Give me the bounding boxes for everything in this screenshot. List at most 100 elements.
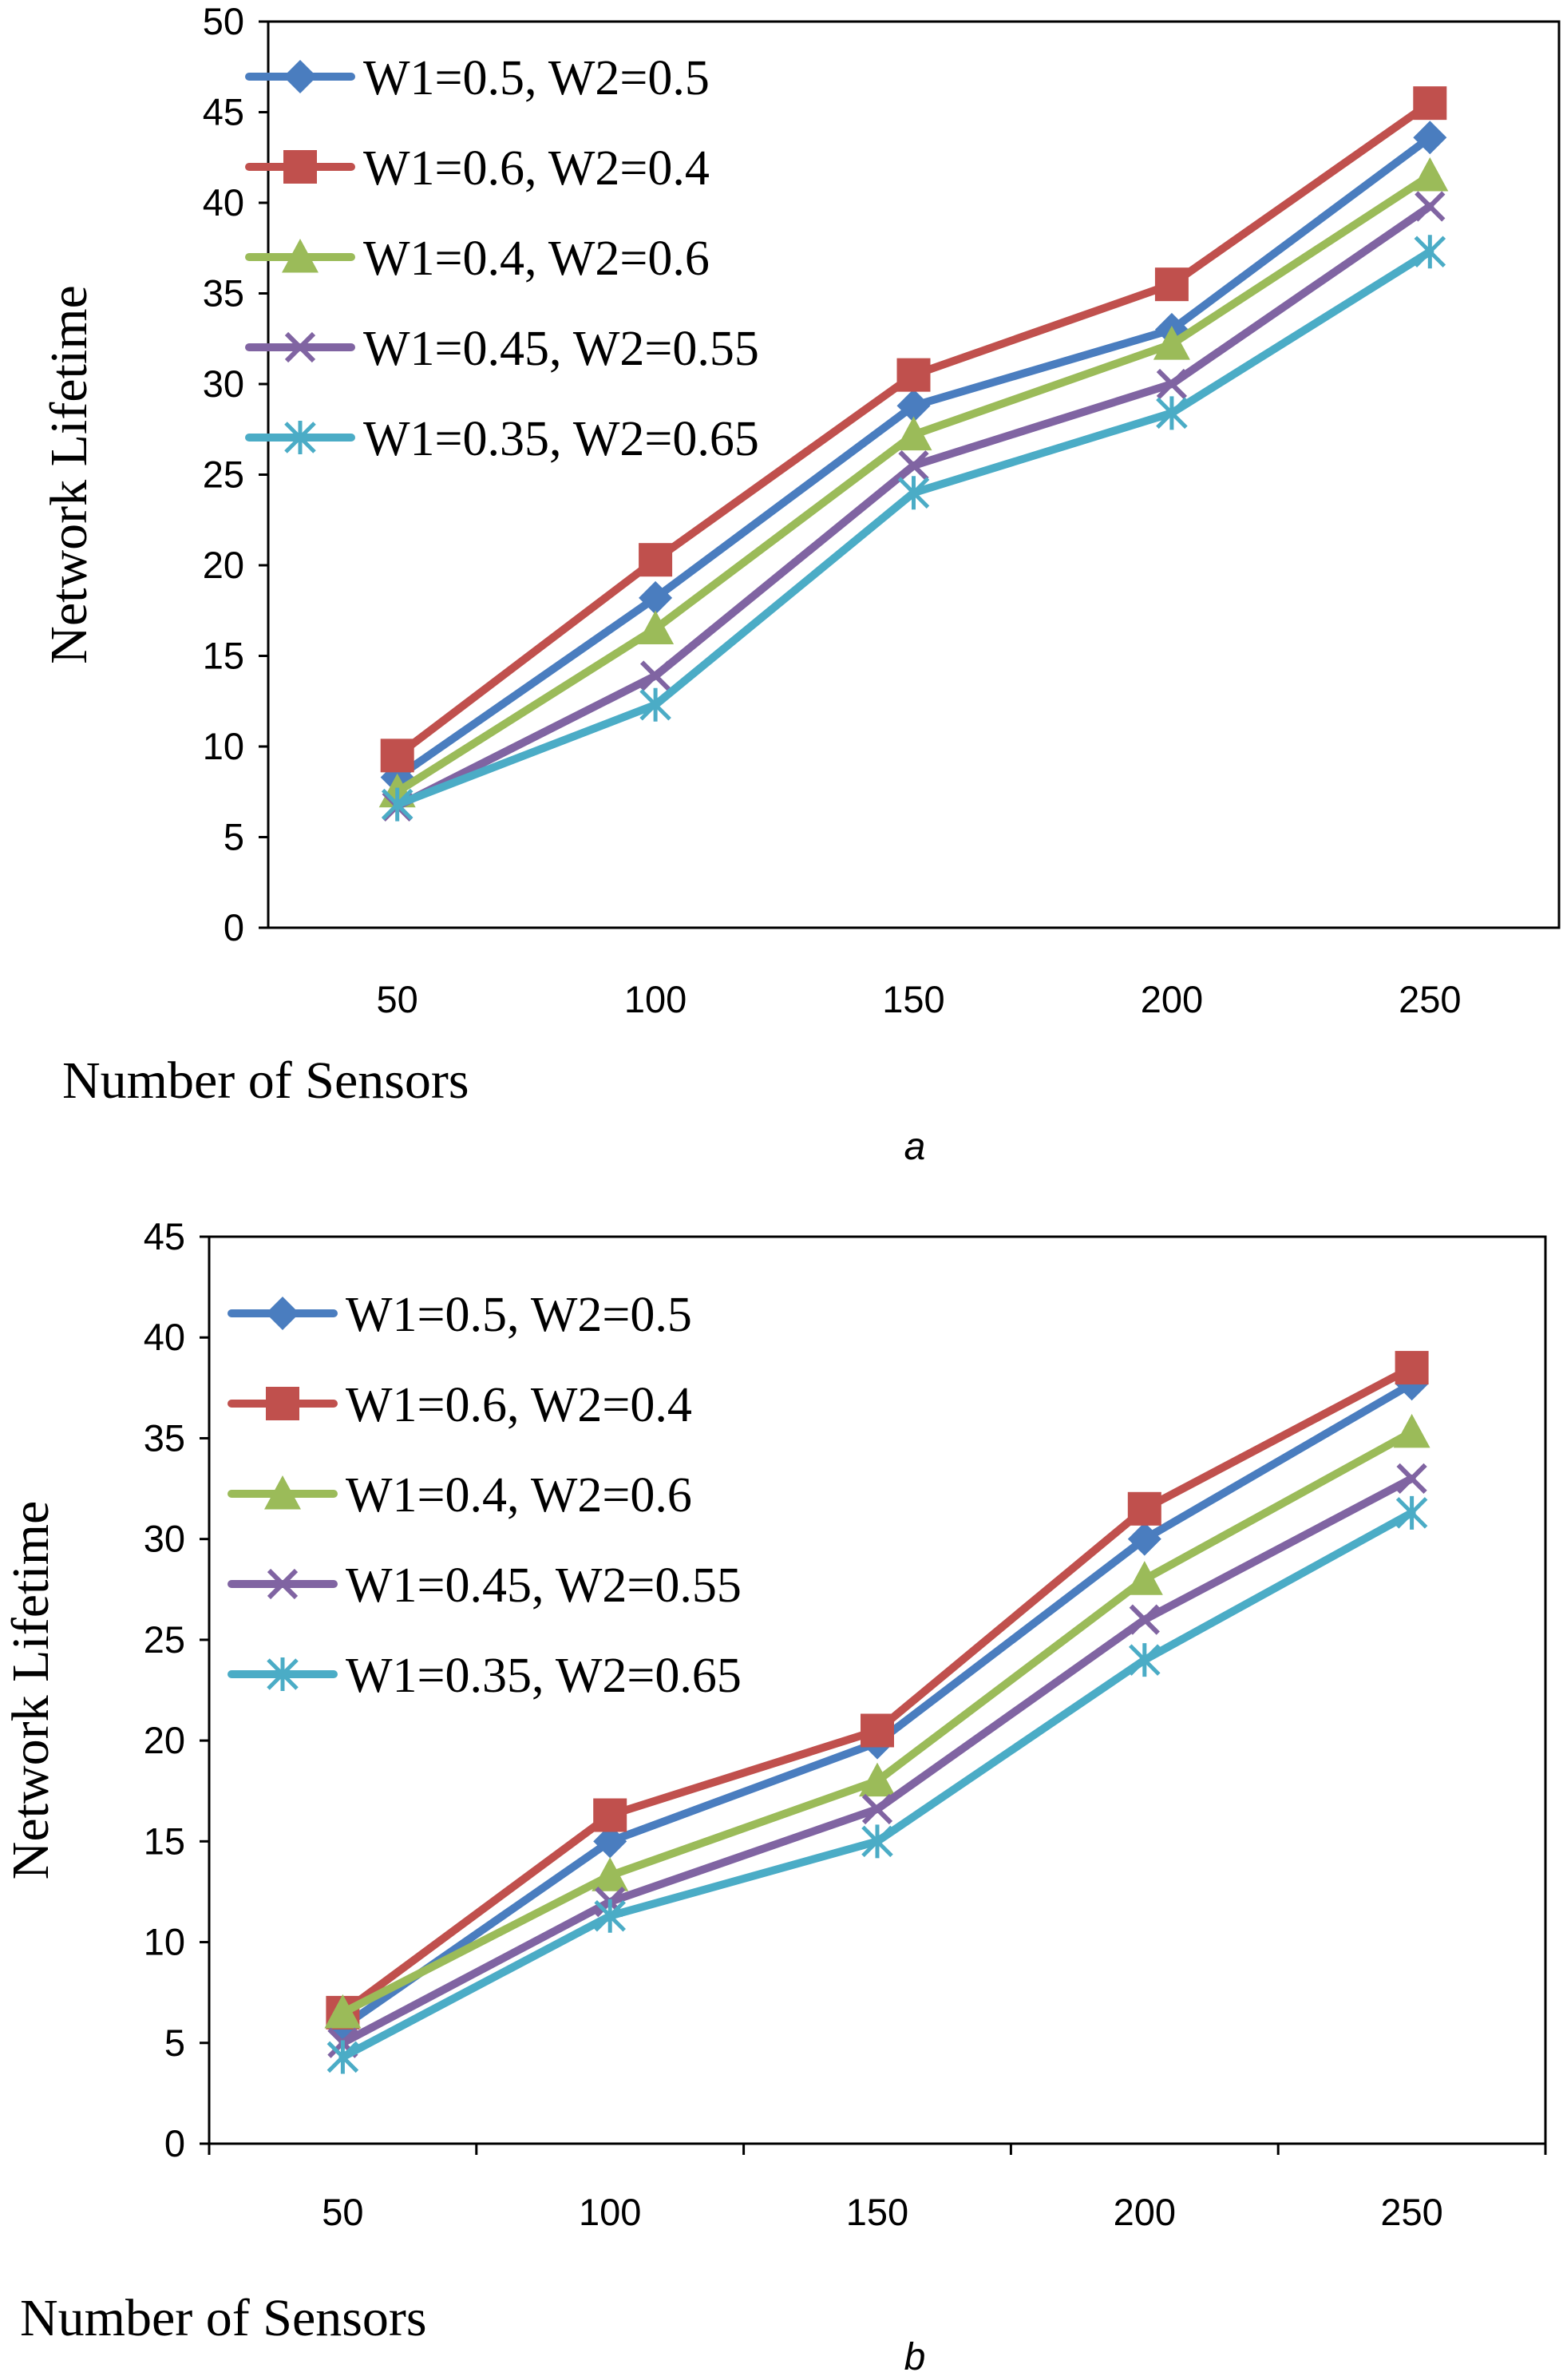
data-point-shape [1129,1643,1161,1677]
y-tick-label: 20 [144,1719,185,1761]
data-point [1395,1495,1428,1530]
legend-marker-shape [283,60,317,93]
data-point [1127,1491,1161,1526]
y-tick-label: 30 [203,362,244,405]
data-point-shape [1393,1413,1430,1448]
data-point-shape [897,476,930,510]
data-point [639,687,671,722]
legend-marker [282,239,319,273]
x-tick-label: 150 [882,978,944,1020]
legend-marker-shape [266,1387,299,1420]
legend-entry-5: W1=0.35, W2=0.65 [245,412,759,466]
data-point-shape [1127,1522,1161,1556]
legend-marker-shape [267,1568,299,1600]
series-5 [326,1495,1428,2074]
data-point-shape [639,580,673,615]
legend-label: W1=0.35, W2=0.65 [346,1649,742,1703]
data-point [1415,191,1446,222]
legend-entry-4: W1=0.45, W2=0.55 [245,322,759,376]
data-point-shape [593,1798,627,1832]
data-point [898,450,929,481]
data-point-shape [381,787,414,822]
legend-marker-shape [267,1657,299,1691]
data-point [639,543,673,577]
y-tick-label: 10 [203,725,244,767]
legend-entry-1: W1=0.5, W2=0.5 [228,1288,692,1342]
x-tick-label: 100 [579,2191,641,2233]
data-point [639,660,671,691]
data-point-shape [1153,326,1190,360]
data-point [1413,86,1447,121]
data-point-shape [1414,235,1446,269]
chart-panel-a: 0 5 10 15 20 25 30 35 40 45 50 50 100 150 200 250 Networ… [40,0,1561,1168]
data-point [1156,368,1188,400]
legend-marker [266,1297,299,1330]
x-tick-label: 200 [1114,2191,1176,2233]
legend-marker-shape [264,1475,301,1510]
data-point [593,1798,627,1832]
legend-label: W1=0.45, W2=0.55 [346,1558,742,1613]
data-point [1129,1643,1161,1677]
legend: W1=0.5, W2=0.5 W1=0.6, W2=0.4 W1=0.4, W2=0… [245,51,759,466]
data-point-shape [1129,1604,1160,1635]
data-point-shape [380,739,414,773]
data-point [1395,1351,1429,1385]
data-point-shape [326,2040,359,2074]
x-tick-label: 150 [846,2191,908,2233]
data-point [1126,1561,1163,1595]
y-tick-label: 35 [203,272,244,315]
data-point-shape [1396,1463,1427,1495]
legend-marker [266,1387,299,1420]
data-point [1413,121,1447,155]
data-point [324,1994,362,2029]
data-point-shape [593,1824,627,1859]
data-point-shape [859,1762,896,1797]
legend-label: W1=0.4, W2=0.6 [346,1468,692,1523]
data-point-shape [896,389,931,423]
legend-entry-5: W1=0.35, W2=0.65 [228,1649,742,1703]
data-point [897,476,930,510]
legend-entry-2: W1=0.6, W2=0.4 [228,1378,692,1432]
y-tick-label: 15 [203,635,244,677]
data-point-shape [861,1713,894,1748]
data-point [859,1762,896,1797]
data-point [895,416,932,451]
data-point-shape [898,450,929,481]
data-point [637,610,675,644]
y-tick-label: 25 [203,453,244,496]
series-5 [381,235,1446,822]
data-point [380,739,414,773]
data-point [896,358,931,392]
y-tick-label: 5 [224,816,244,858]
data-point [1127,1522,1161,1556]
legend-label: W1=0.5, W2=0.5 [363,51,710,105]
x-tick-label: 200 [1141,978,1203,1020]
plot-area [208,1235,1547,2145]
data-point-shape [1413,121,1447,155]
data-point [861,1793,893,1825]
legend-marker [284,421,316,454]
x-axis-title: Number of Sensors [62,1051,469,1110]
data-point [592,1857,629,1891]
y-tick-label: 0 [224,906,244,948]
data-point-shape [1156,368,1188,400]
y-tick-label: 25 [144,1618,185,1661]
data-point [594,1899,626,1933]
legend-marker-shape [284,421,316,454]
data-point [326,2040,359,2074]
data-point-shape [1395,1495,1428,1530]
y-axis-title: Network Lifetime [2,1501,60,1880]
y-axis-title: Network Lifetime [40,285,98,664]
data-point [861,1713,894,1748]
y-tick-label: 10 [144,1921,185,1963]
legend-label: W1=0.6, W2=0.4 [363,141,710,196]
data-point-shape [895,416,932,451]
data-point [1396,1463,1427,1495]
data-point [1393,1413,1430,1448]
legend-marker [283,150,317,184]
legend-marker-shape [284,331,316,363]
legend-marker-shape [282,239,319,273]
legend-entry-2: W1=0.6, W2=0.4 [245,141,710,196]
data-point-shape [639,543,673,577]
data-point-shape [896,358,931,392]
